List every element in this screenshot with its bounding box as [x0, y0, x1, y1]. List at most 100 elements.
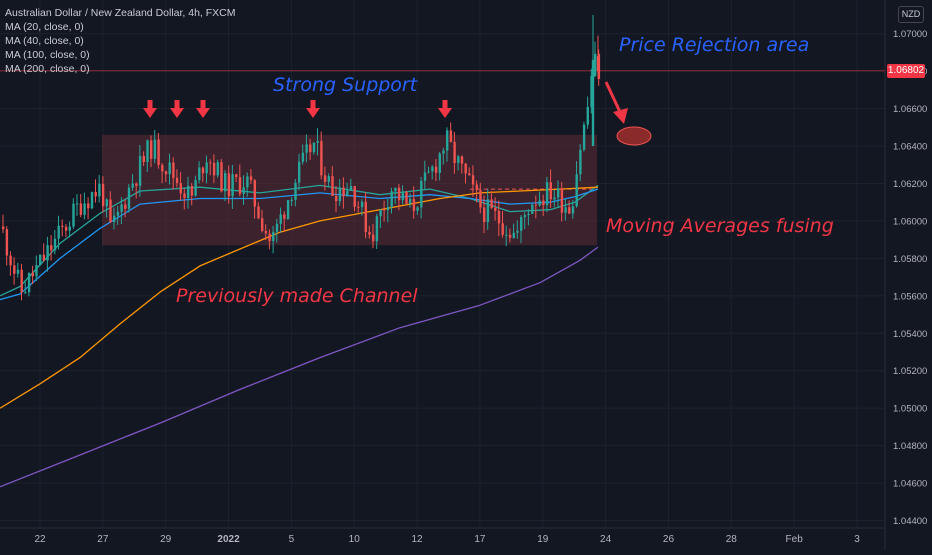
- candle-body: [279, 214, 282, 224]
- candle-body: [227, 173, 231, 197]
- candle-body: [586, 106, 589, 125]
- candle-body: [79, 203, 83, 215]
- down-arrow-icon: [310, 100, 316, 109]
- y-tick-label: 1.04800: [893, 441, 927, 452]
- candle-body: [520, 217, 523, 231]
- candle-body: [542, 200, 545, 206]
- y-tick-label: 1.05200: [893, 366, 927, 377]
- candle-body: [564, 207, 567, 213]
- candle-body: [61, 225, 64, 227]
- legend-ma-200: MA (200, close, 0): [5, 63, 90, 75]
- moving-average-lines: [0, 184, 599, 488]
- legend-ma-20: MA (20, close, 0): [5, 21, 84, 33]
- candle-body: [101, 183, 105, 207]
- candle-body: [290, 199, 293, 201]
- y-tick-label: 1.07000: [893, 29, 927, 40]
- candle-body: [494, 207, 497, 211]
- x-tick-label: 17: [474, 534, 486, 545]
- candle-body: [31, 272, 34, 277]
- candle-body: [368, 231, 371, 235]
- down-arrow-head-icon: [143, 108, 157, 118]
- candle-body: [312, 142, 316, 153]
- candle-body: [475, 184, 478, 191]
- candle-body: [224, 173, 227, 192]
- moving-averages-annotation: Moving Averages fusing: [606, 215, 834, 237]
- candle-body: [512, 232, 515, 238]
- down-arrow-head-icon: [170, 108, 184, 118]
- channel-annotation: Previously made Channel: [176, 285, 418, 307]
- candle-body: [590, 75, 593, 107]
- down-arrow-icon: [174, 100, 180, 109]
- candle-body: [353, 186, 356, 207]
- candle-body: [39, 254, 42, 266]
- candle-body: [483, 207, 486, 223]
- candle-body: [64, 226, 68, 231]
- x-tick-label: 3: [854, 534, 860, 545]
- candle-body: [379, 209, 382, 217]
- target-ellipse: [616, 126, 652, 146]
- candle-body: [286, 200, 290, 219]
- candle-body: [264, 230, 268, 234]
- candle-body: [412, 198, 416, 211]
- candle-body: [534, 204, 538, 206]
- candle-body: [209, 162, 212, 164]
- candle-body: [320, 141, 323, 176]
- down-arrow-head-icon: [306, 108, 320, 118]
- x-tick-label: 26: [663, 534, 675, 545]
- candle-body: [20, 269, 23, 293]
- candle-body: [405, 191, 408, 204]
- x-tick-label: 5: [289, 534, 295, 545]
- candle-body: [523, 215, 527, 218]
- candle-body: [257, 206, 260, 219]
- candle-body: [460, 156, 464, 164]
- x-tick-label: 24: [600, 534, 612, 545]
- candle-body: [164, 171, 168, 175]
- candle-body: [501, 223, 504, 235]
- candle-body: [216, 162, 219, 176]
- strong-support-annotation: Strong Support: [273, 74, 418, 96]
- legend-title: Australian Dollar / New Zealand Dollar, …: [5, 7, 236, 19]
- y-tick-label: 1.05000: [893, 404, 927, 415]
- candle-body: [298, 161, 301, 183]
- candle-body: [497, 210, 501, 224]
- candle-body: [194, 180, 197, 196]
- candle-body: [183, 193, 186, 199]
- candle-body: [401, 191, 404, 201]
- y-tick-label: 1.06200: [893, 179, 927, 190]
- candle-body: [596, 56, 600, 72]
- candle-body: [375, 216, 379, 242]
- candle-body: [131, 183, 134, 188]
- ma-200-line: [0, 246, 599, 488]
- candle-body: [68, 226, 71, 231]
- candle-body: [83, 203, 86, 215]
- candle-body: [261, 218, 264, 231]
- candle-body: [538, 200, 541, 206]
- currency-button[interactable]: NZD: [898, 6, 924, 23]
- candle-body: [294, 182, 297, 200]
- candle-body: [335, 195, 338, 202]
- candle-body: [342, 187, 345, 197]
- x-tick-label: 28: [726, 534, 738, 545]
- candle-body: [545, 182, 549, 206]
- candle-body: [579, 149, 582, 175]
- candle-body: [453, 141, 456, 163]
- candle-body: [205, 162, 208, 174]
- ma-20-line: [0, 184, 599, 297]
- candle-body: [527, 213, 530, 216]
- candle-body: [516, 230, 519, 233]
- candle-body: [571, 206, 575, 214]
- candles: [2, 14, 601, 301]
- candle-body: [231, 174, 234, 197]
- x-tick-label: 29: [160, 534, 172, 545]
- candle-body: [309, 144, 312, 153]
- candle-body: [390, 191, 393, 208]
- candle-body: [464, 163, 467, 174]
- candle-body: [283, 214, 286, 219]
- candle-body: [449, 130, 453, 142]
- candle-body: [5, 229, 9, 256]
- candle-body: [212, 163, 216, 176]
- candle-body: [582, 124, 586, 150]
- candle-body: [135, 183, 138, 186]
